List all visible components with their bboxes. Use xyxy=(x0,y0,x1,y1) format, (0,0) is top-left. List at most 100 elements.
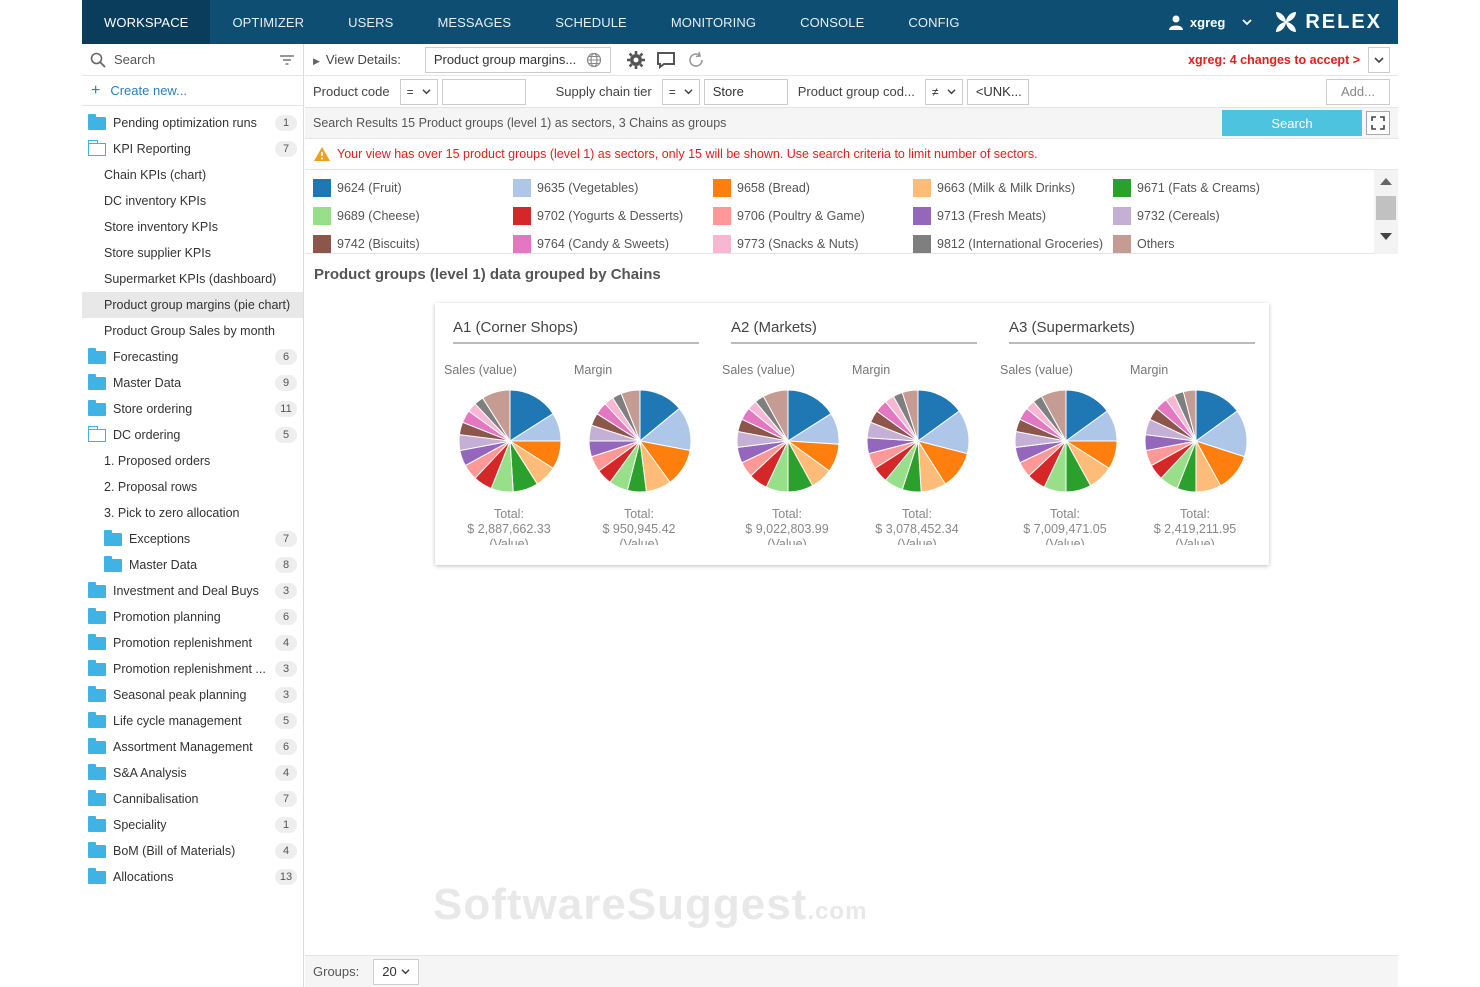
sidebar-item[interactable]: Product Group Sales by month xyxy=(82,318,303,344)
legend-item[interactable]: 9742 (Biscuits) xyxy=(313,230,513,258)
pie-total-total-label: Total: xyxy=(1050,507,1080,521)
sidebar-item[interactable]: 1. Proposed orders xyxy=(82,448,303,474)
sidebar-item-count: 11 xyxy=(275,401,297,417)
sidebar-item-label: Exceptions xyxy=(129,532,191,546)
legend-item[interactable]: 9812 (International Groceries) xyxy=(913,230,1113,258)
sidebar-item[interactable]: S&A Analysis 4 xyxy=(82,760,303,786)
sidebar-item[interactable]: Speciality 1 xyxy=(82,812,303,838)
tab-monitoring[interactable]: MONITORING xyxy=(670,14,757,30)
changes-dropdown[interactable] xyxy=(1368,46,1390,73)
sidebar-item[interactable]: KPI Reporting 7 xyxy=(82,136,303,162)
legend-item[interactable]: 9663 (Milk & Milk Drinks) xyxy=(913,174,1113,202)
sidebar-item[interactable]: Exceptions 7 xyxy=(82,526,303,552)
scroll-down-icon[interactable] xyxy=(1380,233,1392,240)
product-group-operator[interactable]: ≠ xyxy=(924,78,963,105)
user-menu[interactable]: xgreg xyxy=(1168,14,1253,30)
groups-select[interactable]: 20 xyxy=(373,958,420,985)
add-filter-button[interactable]: Add... xyxy=(1326,78,1390,105)
supply-chain-input[interactable]: Store xyxy=(703,78,788,105)
legend-item[interactable]: 9713 (Fresh Meats) xyxy=(913,202,1113,230)
pie-svg xyxy=(588,389,692,493)
legend-item[interactable]: 9706 (Poultry & Game) xyxy=(713,202,913,230)
sidebar-item[interactable]: Store supplier KPIs xyxy=(82,240,303,266)
view-selector[interactable]: Product group margins... xyxy=(424,46,611,73)
legend-item[interactable]: 9635 (Vegetables) xyxy=(513,174,713,202)
sidebar-item[interactable]: 2. Proposal rows xyxy=(82,474,303,500)
legend-item[interactable]: 9702 (Yogurts & Desserts) xyxy=(513,202,713,230)
refresh-button[interactable] xyxy=(683,47,709,73)
create-new-link[interactable]: + Create new... xyxy=(82,76,303,106)
pie-slice[interactable] xyxy=(509,389,554,442)
pie-slice[interactable] xyxy=(1194,410,1248,458)
pie-slice[interactable] xyxy=(620,389,641,442)
product-code-input[interactable] xyxy=(441,78,526,105)
sidebar-item-count: 7 xyxy=(275,531,297,547)
sidebar-item[interactable]: Seasonal peak planning 3 xyxy=(82,682,303,708)
sidebar-item[interactable]: Master Data 9 xyxy=(82,370,303,396)
sidebar-item[interactable]: Store ordering 11 xyxy=(82,396,303,422)
sidebar-item-label: Chain KPIs (chart) xyxy=(104,168,207,182)
sidebar-item-count: 4 xyxy=(275,765,297,781)
tab-console[interactable]: CONSOLE xyxy=(800,14,865,30)
pie-slice[interactable] xyxy=(787,389,832,442)
settings-button[interactable] xyxy=(623,47,649,73)
product-code-operator[interactable]: = xyxy=(399,78,438,105)
sidebar-item[interactable]: Product group margins (pie chart) xyxy=(82,292,303,318)
legend-scrollbar[interactable] xyxy=(1374,170,1398,254)
sidebar-item-count: 6 xyxy=(275,609,297,625)
pie-slice[interactable] xyxy=(917,389,960,442)
comment-button[interactable] xyxy=(653,47,679,73)
pie-slice[interactable] xyxy=(762,389,789,442)
sidebar-item[interactable]: Supermarket KPIs (dashboard) xyxy=(82,266,303,292)
sidebar-item[interactable]: Life cycle management 5 xyxy=(82,708,303,734)
filter-icon[interactable] xyxy=(279,54,295,66)
pie-slice[interactable] xyxy=(481,389,511,443)
sidebar-item[interactable]: Assortment Management 6 xyxy=(82,734,303,760)
tab-workspace[interactable]: WORKSPACE xyxy=(82,0,211,44)
pie-slice[interactable] xyxy=(1065,389,1108,442)
tab-optimizer[interactable]: OPTIMIZER xyxy=(232,14,305,30)
sidebar-item[interactable]: BoM (Bill of Materials) 4 xyxy=(82,838,303,864)
product-group-input[interactable]: <UNK... xyxy=(966,78,1029,105)
pending-changes-link[interactable]: xgreg: 4 changes to accept > xyxy=(1188,52,1360,67)
sidebar-item[interactable]: Pending optimization runs 1 xyxy=(82,110,303,136)
sidebar-item[interactable]: Chain KPIs (chart) xyxy=(82,162,303,188)
legend-item[interactable]: 9773 (Snacks & Nuts) xyxy=(713,230,913,258)
tab-config[interactable]: CONFIG xyxy=(908,14,960,30)
supply-chain-operator[interactable]: = xyxy=(661,78,700,105)
sidebar-item[interactable]: Forecasting 6 xyxy=(82,344,303,370)
search-button[interactable]: Search xyxy=(1222,110,1362,136)
scroll-thumb[interactable] xyxy=(1376,196,1396,220)
sidebar-item[interactable]: Store inventory KPIs xyxy=(82,214,303,240)
pie-slice[interactable] xyxy=(1040,389,1067,442)
legend-item[interactable]: Others xyxy=(1113,230,1313,258)
sidebar-item[interactable]: Allocations 13 xyxy=(82,864,303,890)
sidebar-item[interactable]: Cannibalisation 7 xyxy=(82,786,303,812)
sidebar-search[interactable]: Search xyxy=(82,44,303,76)
sidebar-item[interactable]: Promotion replenishment ... 3 xyxy=(82,656,303,682)
sidebar-item[interactable]: DC ordering 5 xyxy=(82,422,303,448)
pie-total-unit: (Value) xyxy=(1175,537,1215,545)
sidebar-item[interactable]: Promotion replenishment 4 xyxy=(82,630,303,656)
sidebar-item[interactable]: Master Data 8 xyxy=(82,552,303,578)
sidebar-item-label: Supermarket KPIs (dashboard) xyxy=(104,272,277,286)
legend-item[interactable]: 9732 (Cereals) xyxy=(1113,202,1313,230)
legend-item[interactable]: 9689 (Cheese) xyxy=(313,202,513,230)
fullscreen-button[interactable] xyxy=(1366,111,1390,135)
legend-item[interactable]: 9624 (Fruit) xyxy=(313,174,513,202)
tab-users[interactable]: USERS xyxy=(348,14,394,30)
scroll-up-icon[interactable] xyxy=(1380,178,1392,185)
legend-item[interactable]: 9658 (Bread) xyxy=(713,174,913,202)
sidebar-item[interactable]: 3. Pick to zero allocation xyxy=(82,500,303,526)
tab-messages[interactable]: MESSAGES xyxy=(437,14,512,30)
sidebar-item[interactable]: Investment and Deal Buys 3 xyxy=(82,578,303,604)
pie-slice[interactable] xyxy=(1195,389,1238,442)
legend-item[interactable]: 9671 (Fats & Creams) xyxy=(1113,174,1313,202)
view-details-toggle[interactable]: ▶ View Details: xyxy=(313,52,401,67)
sidebar-item[interactable]: DC inventory KPIs xyxy=(82,188,303,214)
sidebar-item[interactable]: Promotion planning 6 xyxy=(82,604,303,630)
tab-schedule[interactable]: SCHEDULE xyxy=(555,14,627,30)
pie-slice[interactable] xyxy=(1182,389,1197,442)
legend-item[interactable]: 9764 (Candy & Sweets) xyxy=(513,230,713,258)
pie-slice[interactable] xyxy=(901,389,919,442)
